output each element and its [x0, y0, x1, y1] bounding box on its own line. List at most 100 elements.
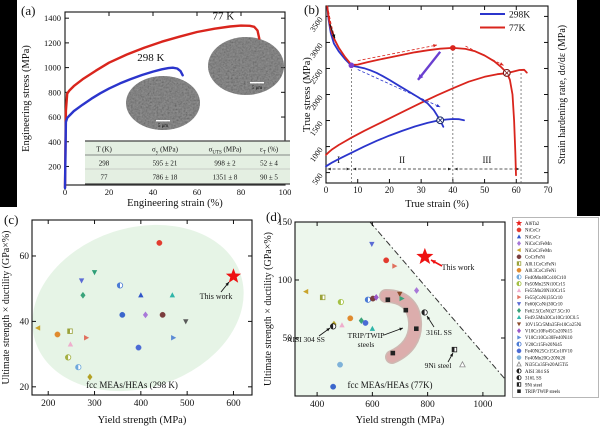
marker-circle-half: [516, 368, 519, 374]
marker-tri-up: [516, 288, 522, 293]
x-tick-label: 600: [226, 399, 241, 409]
marker-tri-open: [459, 360, 466, 368]
arrowhead: [327, 167, 331, 171]
legend-item: CoCrFeNi: [516, 254, 546, 261]
stage-label: II: [399, 155, 405, 165]
marker-tri-up: [516, 234, 522, 239]
marker-square: [403, 307, 409, 313]
legend-item-label: Fe40Mn40Co10Cr10: [525, 276, 567, 281]
x-tick-label: 500: [180, 399, 195, 409]
legend-item: NiCoCr: [516, 234, 541, 240]
arrow-line: [465, 45, 504, 66]
curve-298K: [63, 66, 184, 190]
legend-item-label: NiCoCr: [525, 229, 541, 234]
curve-label: 77 K: [213, 11, 235, 23]
marker-circle: [362, 320, 369, 326]
y-tick-label: 1400: [44, 13, 61, 23]
marker-star: [416, 247, 434, 265]
marker-circle: [383, 257, 390, 264]
x-tick-label: 20: [105, 187, 114, 197]
legend-item-label: CoCrFeNi: [525, 256, 546, 261]
marker-tri-down: [183, 319, 189, 325]
marker-circle: [156, 239, 163, 246]
marker-star: [515, 219, 523, 226]
marker-tri-down: [91, 270, 98, 276]
marker-tri-up: [339, 322, 345, 328]
legend-item: AISI 304 SS: [516, 368, 550, 375]
panel-a-tag: (a): [21, 3, 36, 18]
arrowhead: [225, 282, 229, 286]
x-axis-label: True strain (%): [405, 199, 469, 210]
y-axis-label-right: Strain hardening rate, dσ/dε (MPa): [557, 25, 568, 164]
marker-diamond: [373, 294, 379, 301]
x-tick-label: 400: [134, 399, 149, 409]
marker-circle: [330, 383, 337, 390]
legend-item: Fe40Mn20Cr20Ni20: [516, 355, 566, 361]
marker-tri-right: [84, 335, 90, 341]
legend-item-label: AISI 304 SS: [525, 370, 550, 375]
legend-item: Al0.3CoCrFeNi: [516, 267, 556, 274]
legend-item: 9Ni steel: [516, 382, 543, 388]
marker-tri-left: [516, 247, 521, 253]
marker-circle: [337, 361, 343, 368]
legend-item: Fe49.5Mn30Co10Cr10C0.5: [516, 314, 579, 321]
marker-diamond: [142, 311, 149, 319]
arrowhead: [427, 316, 431, 320]
x-tick-label: 70: [544, 185, 554, 195]
legend-label: 298K: [509, 11, 530, 21]
table-header-cell: T (K): [96, 146, 112, 154]
legend-box: [512, 217, 599, 398]
annotation-label: 9Ni steel: [425, 361, 452, 370]
hea-region-fill: [295, 222, 505, 396]
legend-item: Fe55(CoNi)35Cr10: [517, 295, 563, 301]
annotation-label: TRIP/TWIP: [348, 331, 385, 340]
sem-scale-bar: [250, 82, 264, 84]
marker-tri-left: [303, 288, 309, 295]
legend-item: TRIP/TWIP steels: [517, 389, 560, 395]
legend-item: Fe55Mn20Ni10Cr15: [516, 288, 566, 294]
x-tick-label: 0: [324, 185, 329, 195]
marker-square-half: [517, 382, 519, 387]
marker-circle: [119, 311, 126, 318]
y-axis-label: True stress (MPa): [302, 57, 313, 132]
marker-circle-half: [421, 309, 425, 316]
x-axis-label: Yield strength (MPa): [98, 415, 187, 426]
marker-tri-open: [516, 361, 522, 367]
marker-diamond: [517, 307, 521, 314]
this-work-label: This work: [442, 263, 475, 272]
legend-item: Fe40Ni25Cr15Co10V10: [516, 348, 573, 355]
marker-tri-down: [516, 302, 522, 307]
sem-inset-image: [126, 76, 200, 130]
marker-circle: [516, 348, 522, 354]
legend-item: Al6Ta2: [515, 219, 540, 227]
arrow-line: [357, 44, 438, 62]
arrowhead: [326, 328, 330, 332]
sem-inset-image: [208, 37, 284, 95]
curve-hardening-rate-77K: [326, 5, 517, 177]
y-tick-label: 40: [20, 317, 30, 327]
x-tick-label: 200: [41, 399, 56, 409]
annotation-label: steels: [358, 340, 375, 349]
marker-circle-half: [338, 299, 341, 305]
legend-item-label: Fe60(CoNi)30Cr10: [525, 303, 563, 308]
table-a-bg: [85, 141, 290, 184]
marker-square: [385, 297, 391, 303]
marker-circle-half: [330, 323, 334, 330]
panel-c-plot-frame: [31, 219, 253, 396]
y-tick-label: 20: [20, 383, 30, 393]
x-tick-label: 40: [149, 187, 158, 197]
black-margin-right: [577, 0, 600, 216]
marker-circle-half: [75, 364, 79, 370]
legend-item: Ni35Co35Fe20Al5Ti5: [516, 361, 569, 368]
legend-item: Fe62.5(CoNi)27.5Cr10: [517, 307, 570, 314]
y-tick-label: 50: [283, 334, 293, 344]
x-tick-label: 20: [385, 185, 395, 195]
marker-tri-up: [516, 314, 522, 319]
marker-circle-half: [516, 342, 519, 347]
panel-c-strength-ductility-scatter-298K: 200 300 400 500 600 20 40 60 Yield strength (MPa…: [0, 210, 262, 428]
marker-square: [517, 389, 521, 393]
marker-circle: [347, 315, 354, 322]
y-tick-label: 400: [48, 137, 61, 147]
arrowhead: [332, 34, 336, 39]
